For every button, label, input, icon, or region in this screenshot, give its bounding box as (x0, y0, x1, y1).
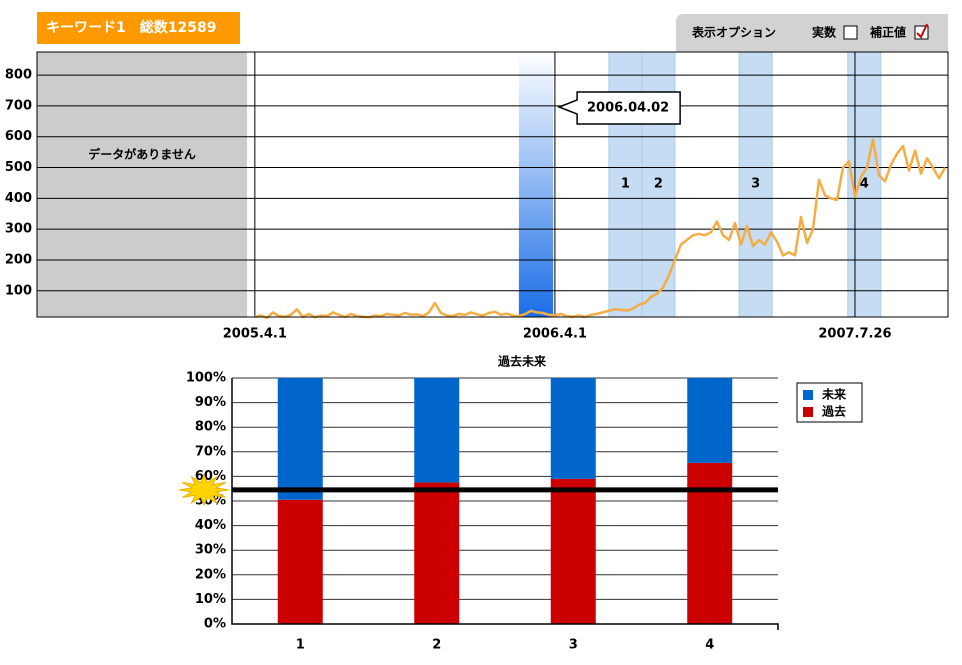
options-panel (676, 14, 948, 52)
chart-title: 過去未来 (497, 354, 547, 369)
y-tick-label: 90% (195, 395, 226, 410)
callout-box (557, 91, 681, 125)
plot-frame (36, 51, 949, 318)
y-tick-label: 200 (5, 252, 32, 267)
axes (231, 378, 779, 630)
bar-segment (687, 378, 733, 463)
x-tick-label: 2005.4.1 (223, 327, 287, 342)
x-tick-label: 4 (705, 638, 714, 653)
y-tick-label: 10% (195, 592, 226, 607)
y-tick-label: 30% (195, 543, 226, 558)
legend-swatch (803, 407, 813, 417)
option-label: 実数 (812, 25, 837, 40)
y-tick-label: 400 (5, 191, 32, 206)
y-tick-label: 500 (5, 160, 32, 175)
no-data-label: データがありません (88, 147, 196, 162)
band-label: 3 (751, 177, 760, 192)
y-tick-label: 20% (195, 567, 226, 582)
bar-segment (414, 378, 460, 483)
header-title: キーワード1 総数12589 (46, 19, 216, 36)
bar-segment (277, 499, 323, 624)
x-tick-label: 2 (432, 638, 441, 653)
x-tick-label: 3 (569, 638, 578, 653)
option-label: 補正値 (869, 25, 906, 40)
bar-segment (550, 478, 596, 624)
options-label: 表示オプション (691, 25, 776, 40)
legend-label: 過去 (821, 404, 846, 419)
bar-segment (277, 378, 323, 500)
x-tick-label: 2007.7.26 (818, 327, 891, 342)
y-tick-label: 800 (5, 68, 32, 83)
y-tick-label: 70% (195, 444, 226, 459)
band-label: 4 (860, 177, 869, 192)
band-label: 2 (654, 177, 663, 192)
callout-label: 2006.04.02 (587, 101, 669, 116)
y-tick-label: 0% (204, 617, 226, 632)
bar-segment (414, 482, 460, 624)
y-tick-label: 80% (195, 420, 226, 435)
highlight-band (518, 52, 554, 317)
x-tick-label: 1 (296, 638, 305, 653)
checkmark (916, 23, 928, 39)
checkbox[interactable] (843, 25, 858, 40)
legend-swatch (803, 390, 813, 400)
y-tick-label: 600 (5, 129, 32, 144)
y-tick-label: 100 (5, 283, 32, 298)
bar-segment (687, 462, 733, 624)
x-tick-label: 2006.4.1 (523, 327, 587, 342)
y-tick-label: 700 (5, 98, 32, 113)
no-data-region (37, 52, 248, 317)
band-label: 1 (621, 177, 630, 192)
header-box (37, 12, 240, 44)
threshold-marker (178, 473, 230, 507)
bar-segment (550, 378, 596, 479)
legend-label: 未来 (821, 387, 847, 402)
y-tick-label: 40% (195, 518, 226, 533)
y-tick-label: 300 (5, 222, 32, 237)
y-tick-label: 100% (186, 371, 226, 386)
line-chart: データがありません 1 2 3 4 100 200 300 400 500 600 700 800 200… (5, 51, 949, 342)
